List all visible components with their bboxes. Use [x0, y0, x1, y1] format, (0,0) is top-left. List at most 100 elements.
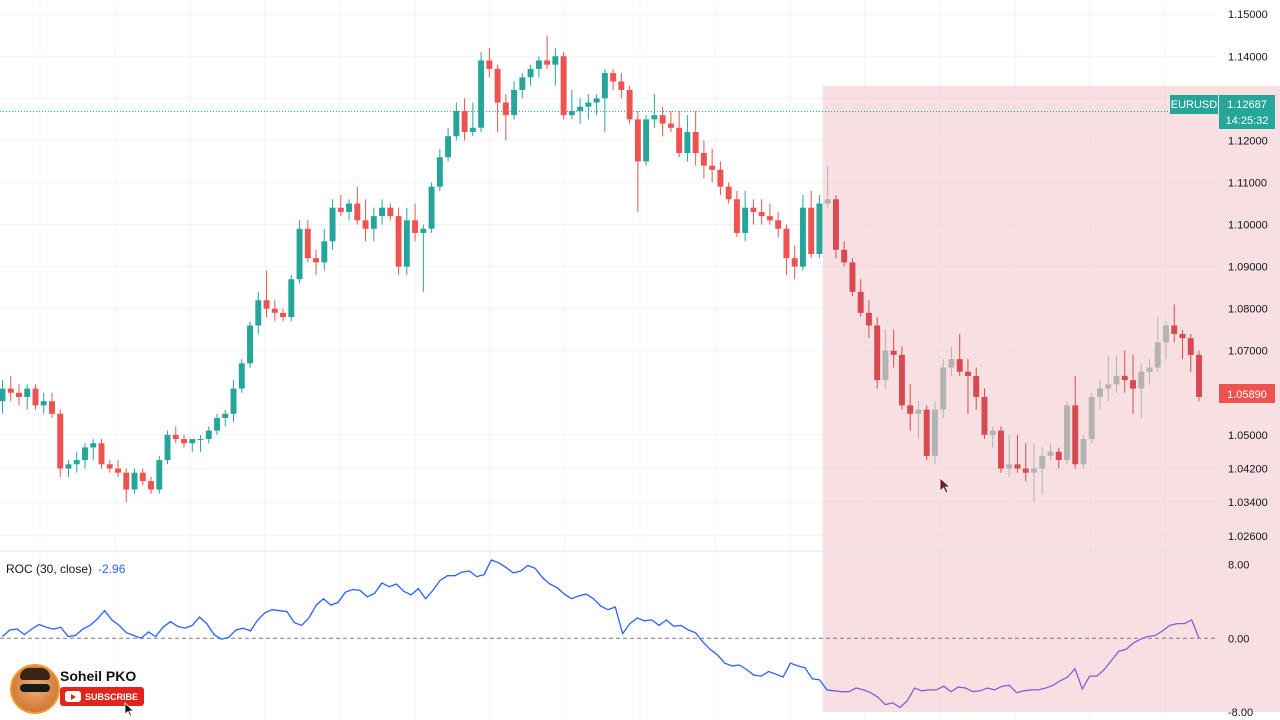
- candle-body: [981, 396, 988, 435]
- candle-body: [222, 413, 229, 419]
- candle-body: [544, 60, 551, 65]
- candle-body: [651, 115, 658, 120]
- candle-body: [832, 199, 839, 250]
- candle-body: [560, 56, 567, 116]
- roc-tick-label: 8.00: [1228, 560, 1249, 572]
- candle-body: [577, 106, 584, 111]
- candle-body: [940, 367, 947, 410]
- candle-body: [808, 207, 815, 254]
- candle-body: [676, 127, 683, 154]
- candle-body: [461, 110, 468, 132]
- candle-body: [115, 468, 121, 473]
- candle-body: [428, 186, 435, 229]
- candle-body: [412, 220, 419, 233]
- roc-title: ROC (30, close): [6, 562, 93, 576]
- candle-body: [131, 472, 138, 490]
- candle-body: [73, 460, 80, 465]
- candle-body: [948, 359, 955, 368]
- candle-body: [354, 203, 361, 221]
- candle-body: [1064, 405, 1070, 461]
- candle-body: [1047, 451, 1054, 456]
- highlight-price-badge: 1.05890: [1219, 384, 1275, 403]
- candle-body: [1121, 375, 1128, 381]
- last-price-badge: 1.12687 14:25:32: [1219, 95, 1275, 129]
- candle-body: [1006, 464, 1013, 469]
- candle-body: [849, 262, 856, 292]
- candle-body: [709, 165, 716, 170]
- candle-body: [197, 439, 204, 441]
- candles[interactable]: [0, 35, 1202, 503]
- candle-body: [857, 291, 864, 313]
- candle-body: [1014, 464, 1021, 469]
- candle-body: [247, 325, 254, 364]
- candle-body: [172, 434, 179, 440]
- candle-body: [824, 199, 831, 204]
- subscribe-button[interactable]: SUBSCRIBE: [60, 687, 144, 706]
- candle-body: [931, 409, 938, 456]
- candle-body: [610, 73, 617, 82]
- candle-body: [618, 81, 625, 90]
- price-tick-label: 1.14000: [1228, 51, 1268, 63]
- candle-body: [296, 228, 303, 280]
- candle-body: [502, 102, 509, 116]
- candle-body: [181, 439, 187, 444]
- candle-body: [1187, 338, 1194, 355]
- candle-body: [568, 110, 575, 116]
- roc-line: [2, 559, 1200, 709]
- symbol-badge: EURUSD: [1170, 95, 1218, 114]
- candle-body: [692, 131, 699, 154]
- candle-body: [791, 258, 798, 267]
- candle-body: [65, 464, 72, 469]
- candle-body: [766, 216, 773, 221]
- candle-body: [511, 89, 518, 116]
- candle-body: [1097, 388, 1103, 397]
- last-price-label: 1.12687: [1227, 99, 1267, 111]
- candle-body: [453, 110, 460, 137]
- price-tick-label: 1.15000: [1228, 9, 1268, 21]
- candle-body: [973, 375, 980, 397]
- candle-body: [989, 430, 996, 435]
- candle-body: [1146, 367, 1153, 372]
- price-tick-label: 1.12000: [1228, 135, 1268, 147]
- candle-body: [387, 207, 394, 217]
- channel-branding[interactable]: Soheil PKO SUBSCRIBE: [8, 662, 188, 718]
- price-tick-label: 1.05000: [1228, 430, 1268, 442]
- candle-body: [535, 60, 542, 69]
- candle-body: [395, 216, 402, 267]
- candle-body: [733, 199, 740, 233]
- candle-body: [313, 258, 320, 263]
- roc-legend[interactable]: ROC (30, close) -2.96: [6, 562, 125, 576]
- price-tick-label: 1.04200: [1228, 463, 1268, 475]
- pointer-cursor-icon: [124, 702, 135, 717]
- candle-body: [1105, 384, 1112, 389]
- candle-body: [998, 430, 1004, 469]
- candle-body: [1154, 342, 1161, 368]
- avatar: [10, 664, 60, 714]
- candle-body: [923, 409, 930, 456]
- candle-body: [156, 460, 163, 490]
- highlight-price-label: 1.05890: [1227, 389, 1267, 401]
- highlight-zone: [822, 85, 1280, 712]
- candle-body: [659, 115, 666, 124]
- candle-body: [98, 443, 105, 465]
- candle-body: [667, 123, 674, 128]
- candle-body: [742, 207, 749, 233]
- price-tick-label: 1.07000: [1228, 346, 1268, 358]
- candle-body: [7, 388, 14, 393]
- candle-body: [238, 363, 245, 389]
- candle-body: [445, 136, 452, 158]
- candle-body: [601, 73, 608, 99]
- candle-body: [1171, 325, 1178, 334]
- candle-body: [527, 68, 534, 78]
- roc-axis[interactable]: 8.00 0.00 -8.00: [1228, 560, 1253, 719]
- candle-body: [1039, 455, 1046, 469]
- candle-body: [205, 430, 212, 440]
- candle-body: [436, 157, 443, 187]
- candle-body: [1022, 468, 1029, 473]
- candle-body: [626, 89, 633, 120]
- candle-body: [725, 186, 732, 200]
- roc-tick-label: 0.00: [1228, 633, 1249, 645]
- roc-value: -2.96: [98, 562, 126, 576]
- price-tick-label: 1.03400: [1228, 497, 1268, 509]
